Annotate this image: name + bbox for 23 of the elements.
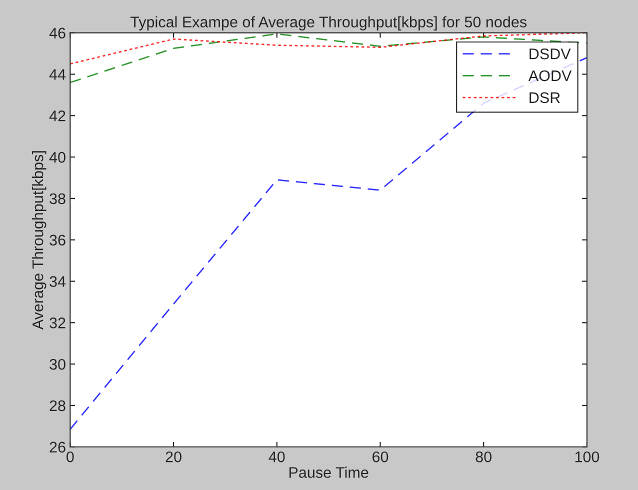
y-tick-label: 38 [50,193,66,204]
y-tick-label: 42 [49,110,66,122]
y-tick-label: 40 [49,152,66,163]
y-tick-label: 46 [49,28,66,39]
x-tick-label: 0 [66,451,74,462]
x-axis-title: Pause Time [289,466,368,478]
y-tick-label: 26 [50,442,66,453]
x-tick-label: 20 [166,451,182,462]
y-tick-label: 28 [50,400,66,412]
y-tick-label: 36 [50,234,66,246]
y-tick-label: 30 [50,358,66,370]
y-axis-title: Average Throughput[kbps] [32,151,46,330]
legend-label: AODV [528,70,572,82]
legend-label: DSR [530,92,560,104]
y-tick-label: 44 [49,69,66,80]
legend-label: DSDV [530,48,571,60]
x-tick-label: 80 [476,451,492,462]
x-tick-label: 40 [268,451,285,462]
x-tick-label: 60 [372,451,388,462]
y-tick-label: 34 [50,276,66,287]
x-tick-label: 100 [575,451,600,462]
y-tick-label: 32 [50,318,66,328]
chart-title: Typical Exampe of Average Throughput[kbps] for 50 nodes [130,16,526,30]
